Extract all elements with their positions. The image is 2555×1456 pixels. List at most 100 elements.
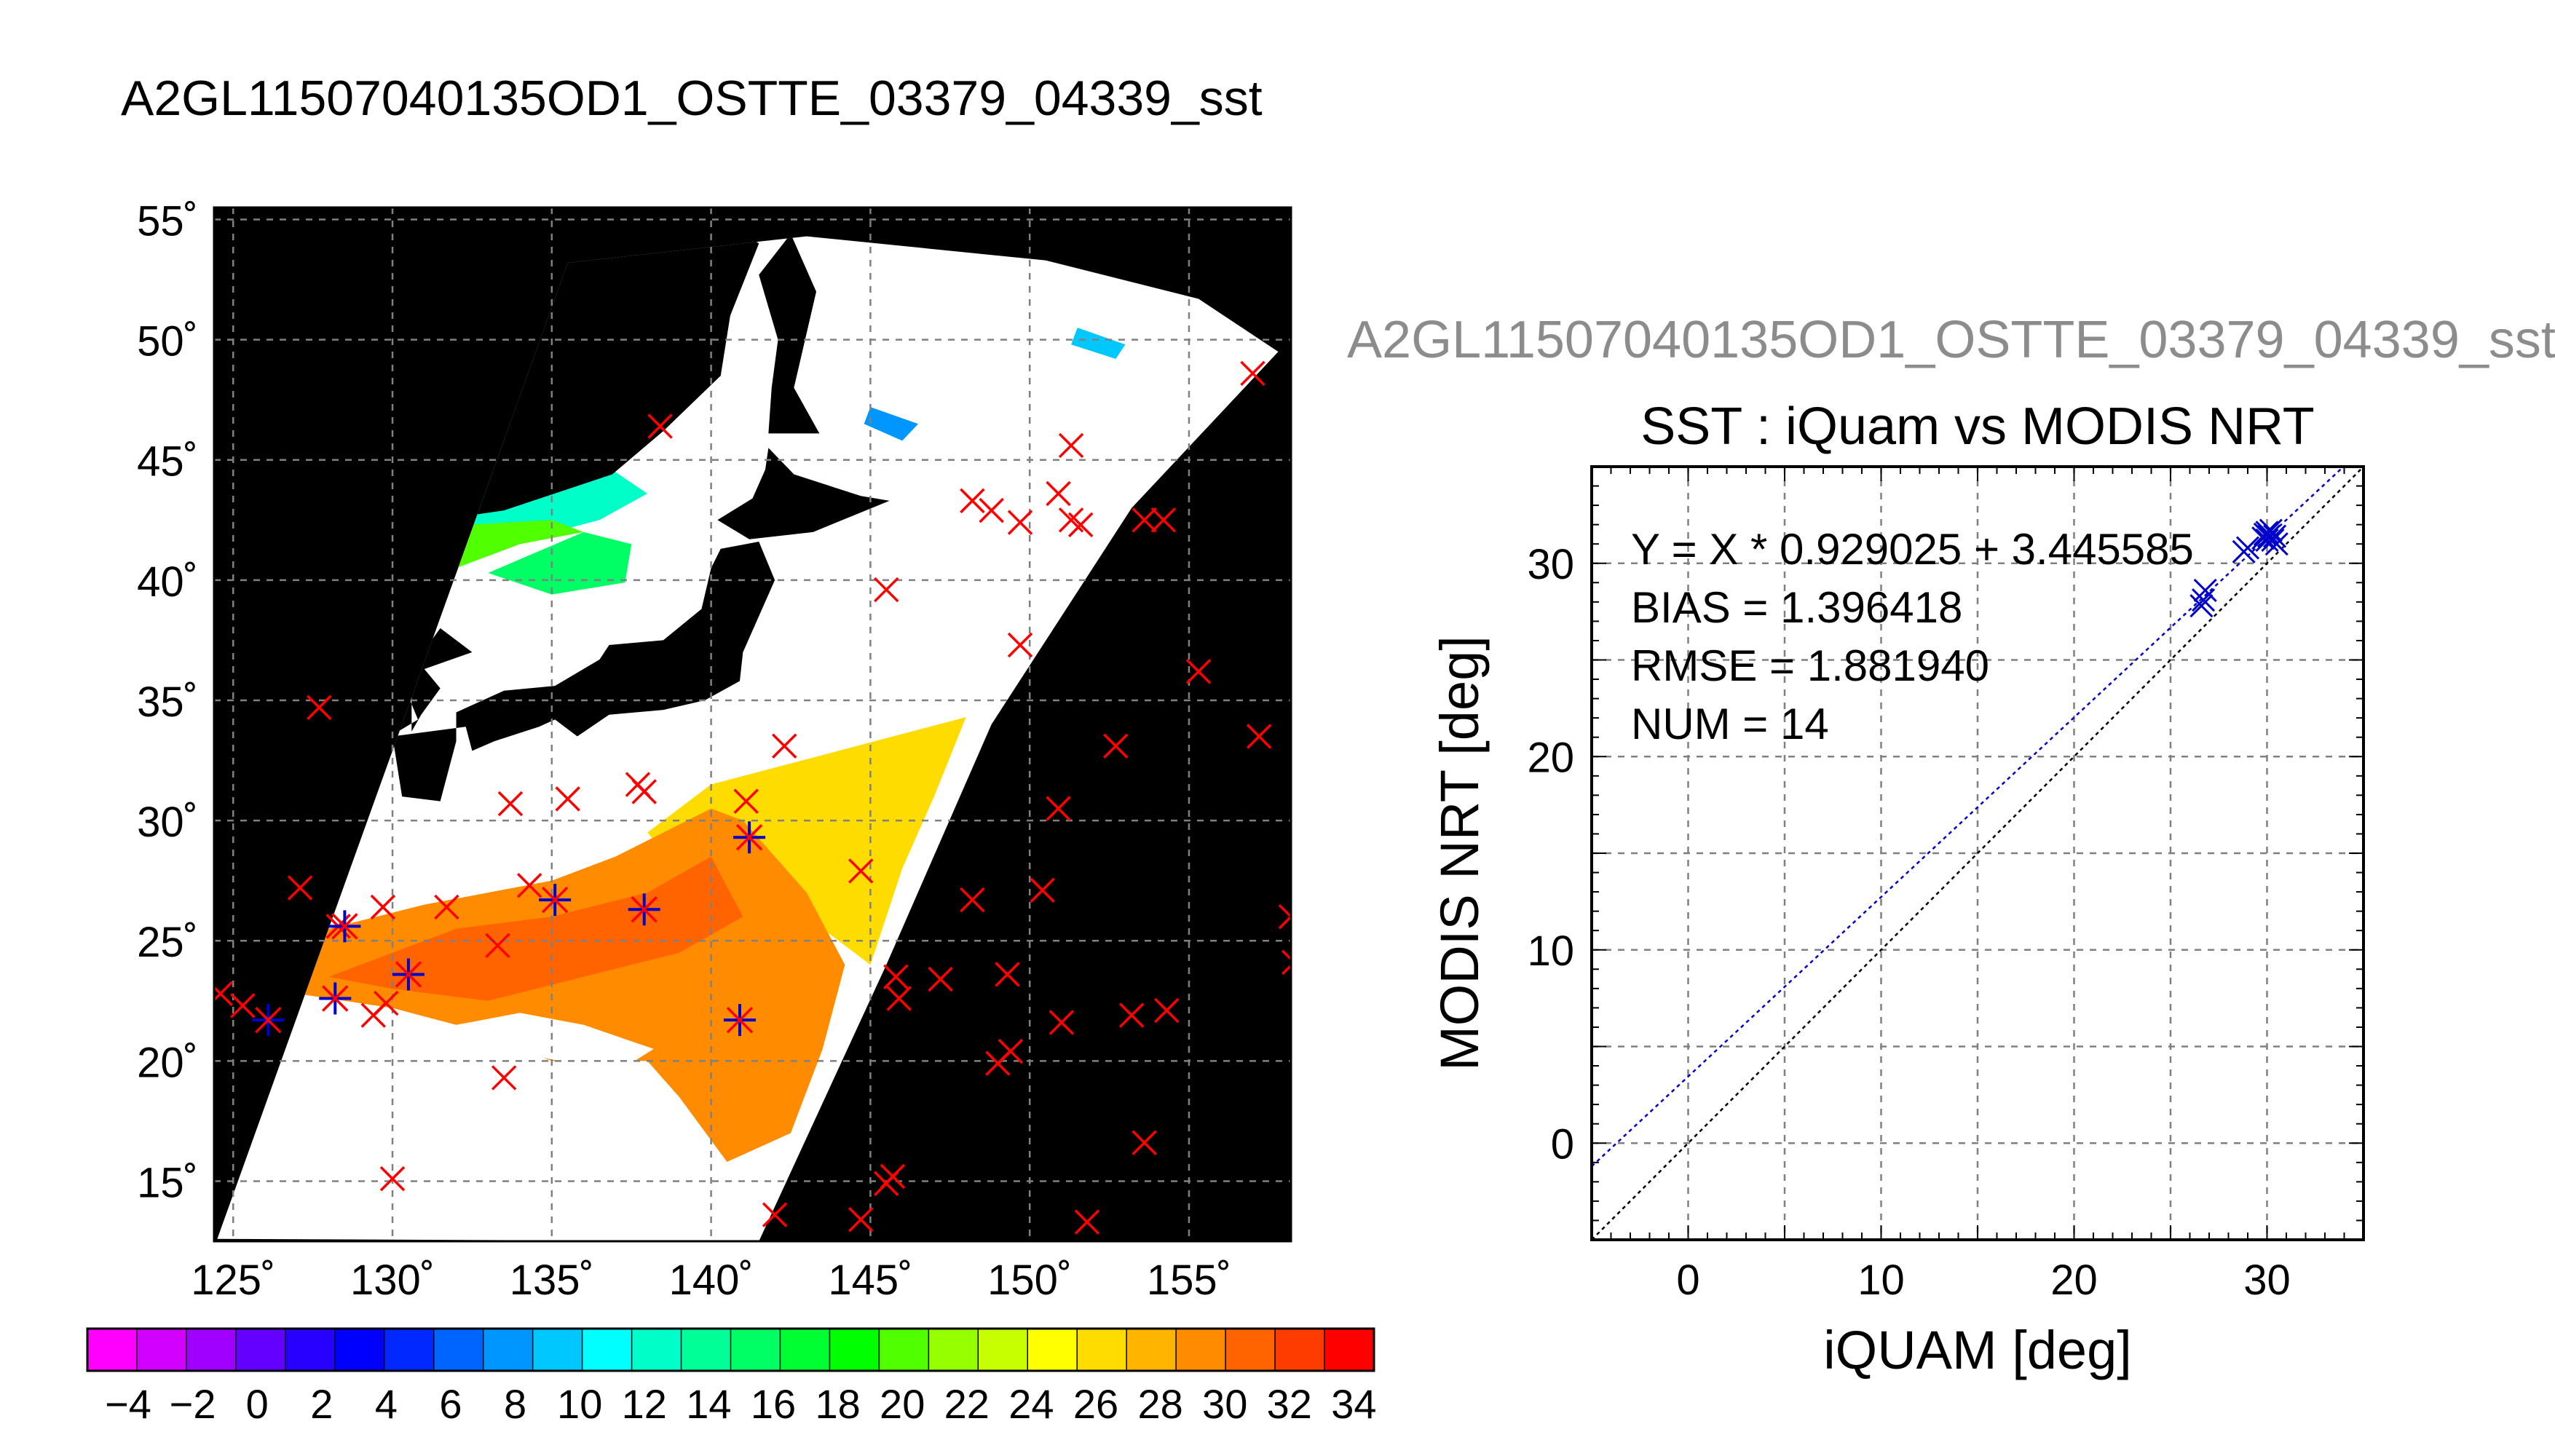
insitu-marker — [1132, 507, 1157, 533]
insitu-marker — [1150, 507, 1177, 533]
insitu-marker — [886, 986, 912, 1011]
colorbar-segment — [631, 1329, 682, 1371]
insitu-marker — [214, 981, 233, 1007]
sst-warm-yellow — [647, 717, 966, 965]
insitu-marker — [1007, 510, 1033, 535]
scatter-point — [2263, 524, 2287, 548]
insitu-marker — [874, 577, 899, 603]
lon-tick-label: 145˚ — [828, 1257, 912, 1304]
insitu-marker — [379, 1166, 406, 1192]
sst-blue-patch-2 — [1071, 328, 1126, 360]
sst-colorbar: −4 −2 0 2 4 6 8 10 12 14 16 18 20 22 24 26 28 30 32 34 — [86, 1327, 1377, 1427]
insitu-marker — [1007, 632, 1033, 658]
insitu-marker — [497, 791, 524, 817]
map-frame — [213, 206, 1292, 1243]
lon-tick-label: 130˚ — [350, 1257, 435, 1304]
lat-tick-label: 25˚ — [137, 919, 198, 966]
scatter-y-tick-label: 10 — [1527, 927, 1574, 975]
colorbar-segment — [978, 1329, 1028, 1371]
colorbar-tick-label: 2 — [310, 1381, 333, 1427]
scatter-point — [2235, 536, 2260, 560]
insitu-marker — [485, 933, 510, 959]
lat-tick-label: 55˚ — [137, 198, 198, 245]
scatter-x-tick-label: 10 — [1857, 1257, 1905, 1304]
insitu-marker — [555, 786, 580, 812]
lon-tick-label: 155˚ — [1147, 1257, 1231, 1304]
insitu-marker — [985, 1051, 1011, 1076]
colorbar-tick-label: 30 — [1202, 1381, 1247, 1427]
matchup-marker — [723, 1004, 756, 1037]
insitu-marker — [995, 962, 1020, 987]
scatter-point — [2191, 588, 2216, 612]
sakhalin — [759, 236, 820, 434]
scatter-point — [2193, 578, 2217, 602]
insitu-marker — [1030, 877, 1055, 903]
insitu-marker — [1154, 997, 1180, 1024]
scatter-x-tick-label: 30 — [2243, 1257, 2291, 1304]
matchup-marker — [733, 821, 766, 854]
insitu-marker — [762, 1202, 788, 1227]
colorbar-segment — [532, 1329, 583, 1371]
scatter-lines — [1592, 467, 2364, 1240]
insitu-marker — [374, 990, 399, 1016]
cloud-patch — [456, 1013, 654, 1073]
colorbar-segment — [681, 1329, 731, 1371]
lat-tick-label: 40˚ — [137, 558, 198, 606]
scatter-point — [2189, 594, 2214, 618]
lat-tick-label: 45˚ — [137, 438, 198, 486]
lat-tick-label: 50˚ — [137, 318, 198, 365]
scatter-file-title: A2GL11507040135OD1_OSTTE_03379_04339_sst — [1347, 311, 2555, 369]
insitu-marker — [287, 875, 313, 901]
insitu-marker — [874, 1171, 899, 1196]
colorbar-segment — [829, 1329, 880, 1371]
colorbar-tick-label: 0 — [246, 1381, 269, 1427]
colorbar-tick-label: 18 — [815, 1381, 860, 1427]
hokkaido — [717, 448, 890, 539]
colorbar-frame — [86, 1327, 1375, 1372]
colorbar-tick-label: 34 — [1331, 1381, 1376, 1427]
colorbar-tick-label: 32 — [1267, 1381, 1312, 1427]
colorbar-tick-label: 28 — [1137, 1381, 1182, 1427]
colorbar-segment — [433, 1329, 484, 1371]
scatter-x-label: iQUAM [deg] — [1823, 1320, 2132, 1380]
insitu-marker — [1185, 659, 1212, 684]
lat-tick-label: 15˚ — [137, 1159, 198, 1206]
scatter-x-tick-label: 20 — [2050, 1257, 2098, 1304]
insitu-marker — [1058, 432, 1084, 459]
matchup-marker — [252, 1004, 285, 1037]
colorbar-segment — [1275, 1329, 1325, 1371]
insitu-marker — [631, 779, 657, 804]
colorbar-tick-label: 16 — [751, 1381, 796, 1427]
colorbar-segment — [879, 1329, 929, 1371]
colorbar-segment — [1176, 1329, 1226, 1371]
insitu-marker — [979, 497, 1004, 523]
annotation-line: RMSE = 1.881940 — [1631, 641, 1989, 690]
annotation-line: BIAS = 1.396418 — [1631, 583, 1962, 632]
insitu-marker — [1118, 1002, 1145, 1028]
colorbar-tick-label: 4 — [375, 1381, 398, 1427]
insitu-marker — [848, 1207, 874, 1233]
sst-deep-orange — [328, 856, 743, 1001]
scatter-x-tick-label: 0 — [1676, 1257, 1699, 1304]
sst-map-chart: 55˚ 50˚ 45˚ 40˚ 35˚ 30˚ 25˚ 20˚ 15˚ 125˚ 130˚ 135˚ 1… — [137, 198, 1292, 1304]
lon-tick-label: 140˚ — [669, 1257, 754, 1304]
insitu-marker — [1067, 512, 1094, 538]
lon-tick-label: 125˚ — [191, 1257, 275, 1304]
lat-tick-label: 20˚ — [137, 1039, 198, 1086]
insitu-marker — [960, 488, 985, 514]
insitu-marker — [1074, 1209, 1100, 1235]
colorbar-tick-label: 24 — [1008, 1381, 1054, 1427]
lat-tick-label: 30˚ — [137, 799, 198, 846]
scatter-annotations: Y = X * 0.929025 + 3.445585 BIAS = 1.3964… — [1631, 525, 2194, 748]
scatter-grid — [1592, 467, 2364, 1240]
lon-tick-label: 150˚ — [987, 1257, 1072, 1304]
colorbar-segment — [1077, 1329, 1127, 1371]
colorbar-tick-label: −4 — [105, 1381, 151, 1427]
insitu-marker — [772, 733, 797, 759]
insitu-marker — [230, 993, 256, 1018]
colorbar-segment — [1225, 1329, 1276, 1371]
main-title: A2GL11507040135OD1_OSTTE_03379_04339_sst — [121, 71, 1263, 126]
colorbar-segment — [730, 1329, 781, 1371]
insitu-marker — [491, 1065, 517, 1091]
